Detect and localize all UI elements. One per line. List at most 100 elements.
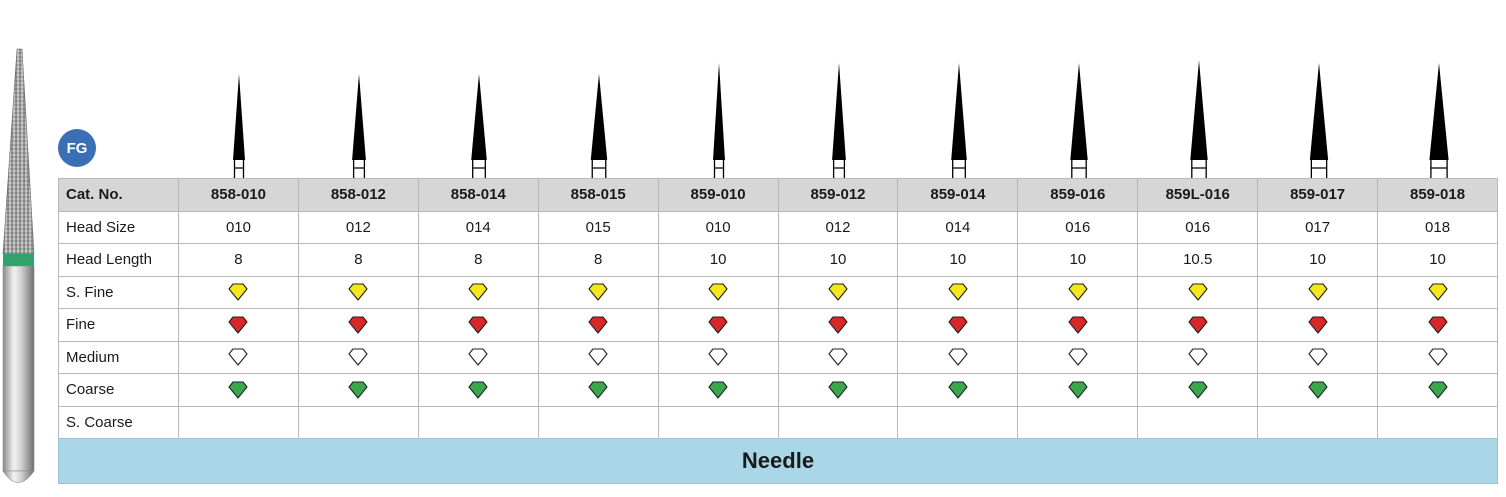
diamond-icon (1188, 381, 1208, 399)
grit-cell (297, 373, 419, 407)
diamond-icon (228, 316, 249, 334)
grit-cell (1017, 373, 1139, 407)
grit-cell (1257, 308, 1379, 342)
needle-bur-image (0, 44, 40, 492)
empty-cell (1257, 405, 1379, 439)
row-label: S. Coarse (58, 405, 179, 439)
diamond-icon (828, 316, 848, 334)
diamond-icon (1068, 316, 1088, 334)
grit-cell (1137, 308, 1259, 342)
grit-cell (657, 308, 779, 342)
cat-no-cell: 859-014 (897, 178, 1019, 212)
spec-row-fine: Fine (58, 308, 1498, 342)
value-cell: 012 (297, 210, 419, 244)
grit-cell (1257, 275, 1379, 309)
grit-cell (178, 275, 299, 309)
grit-cell (1017, 340, 1139, 374)
cat-no-cell: 859-018 (1377, 178, 1498, 212)
needle-bur-icon (1190, 60, 1208, 178)
grit-cell (537, 340, 659, 374)
diamond-icon (828, 381, 848, 399)
grit-cell (657, 373, 779, 407)
grit-cell (777, 308, 899, 342)
grit-cell (777, 373, 899, 407)
fg-badge: FG (58, 129, 96, 167)
diamond-icon (468, 381, 488, 399)
diamond-icon (348, 316, 368, 334)
bur-silhouettes (179, 60, 1499, 178)
grit-cell (777, 340, 899, 374)
diamond-icon (1427, 316, 1448, 334)
diamond-icon (228, 348, 249, 366)
needle-bur-icon (1309, 63, 1329, 178)
cat-no-cell: 859-012 (777, 178, 899, 212)
value-cell: 10 (1017, 243, 1139, 277)
cat-no-cell: 858-015 (537, 178, 659, 212)
diamond-icon (588, 316, 608, 334)
value-cell: 017 (1257, 210, 1379, 244)
row-label: Medium (58, 340, 179, 374)
grit-cell (537, 308, 659, 342)
empty-cell (1377, 405, 1498, 439)
diamond-icon (468, 283, 488, 301)
needle-bur-icon (1429, 63, 1449, 178)
diamond-icon (468, 348, 488, 366)
grit-cell (1377, 275, 1498, 309)
value-cell: 010 (178, 210, 299, 244)
cat-no-cell: 859-010 (657, 178, 779, 212)
diamond-icon (1068, 348, 1088, 366)
diamond-icon (348, 381, 368, 399)
grit-cell (897, 308, 1019, 342)
row-label: Head Size (58, 210, 179, 244)
diamond-icon (228, 381, 249, 399)
grit-cell (1257, 373, 1379, 407)
grit-cell (897, 275, 1019, 309)
row-label: Fine (58, 308, 179, 342)
cat-no-cell: 859-016 (1017, 178, 1139, 212)
empty-cell (297, 405, 419, 439)
spec-row-medium: Medium (58, 340, 1498, 374)
diamond-icon (708, 283, 728, 301)
empty-cell (777, 405, 899, 439)
diamond-icon (1188, 316, 1208, 334)
value-cell: 10 (897, 243, 1019, 277)
grit-cell (1137, 275, 1259, 309)
diamond-icon (948, 283, 968, 301)
empty-cell (537, 405, 659, 439)
footer-label: Needle (741, 448, 815, 473)
needle-bur-icon (471, 74, 487, 178)
needle-bur-icon (832, 63, 846, 178)
value-cell: 016 (1137, 210, 1259, 244)
diamond-icon (948, 348, 968, 366)
value-cell: 016 (1017, 210, 1139, 244)
row-label: Coarse (58, 373, 179, 407)
diamond-icon (828, 348, 848, 366)
cat-no-cell: 859-017 (1257, 178, 1379, 212)
spec-row-s-coarse: S. Coarse (58, 405, 1498, 439)
diamond-icon (948, 316, 968, 334)
needle-bur-icon (352, 74, 366, 178)
diamond-icon (708, 381, 728, 399)
value-cell: 010 (657, 210, 779, 244)
empty-cell (1137, 405, 1259, 439)
diamond-icon (1188, 348, 1208, 366)
grit-cell (537, 275, 659, 309)
diamond-icon (708, 348, 728, 366)
diamond-icon (228, 283, 249, 301)
row-label: S. Fine (58, 275, 179, 309)
diamond-icon (1308, 348, 1328, 366)
grit-cell (417, 308, 539, 342)
diamond-icon (1427, 283, 1448, 301)
grit-cell (897, 340, 1019, 374)
grit-cell (178, 340, 299, 374)
needle-bur-icon (951, 63, 967, 178)
cat-no-label: Cat. No. (58, 178, 179, 212)
diamond-icon (588, 381, 608, 399)
diamond-icon (948, 381, 968, 399)
diamond-icon (1308, 316, 1328, 334)
value-cell: 8 (178, 243, 299, 277)
diamond-icon (828, 283, 848, 301)
cat-no-cell: 858-010 (178, 178, 299, 212)
diamond-icon (588, 283, 608, 301)
grit-cell (417, 340, 539, 374)
